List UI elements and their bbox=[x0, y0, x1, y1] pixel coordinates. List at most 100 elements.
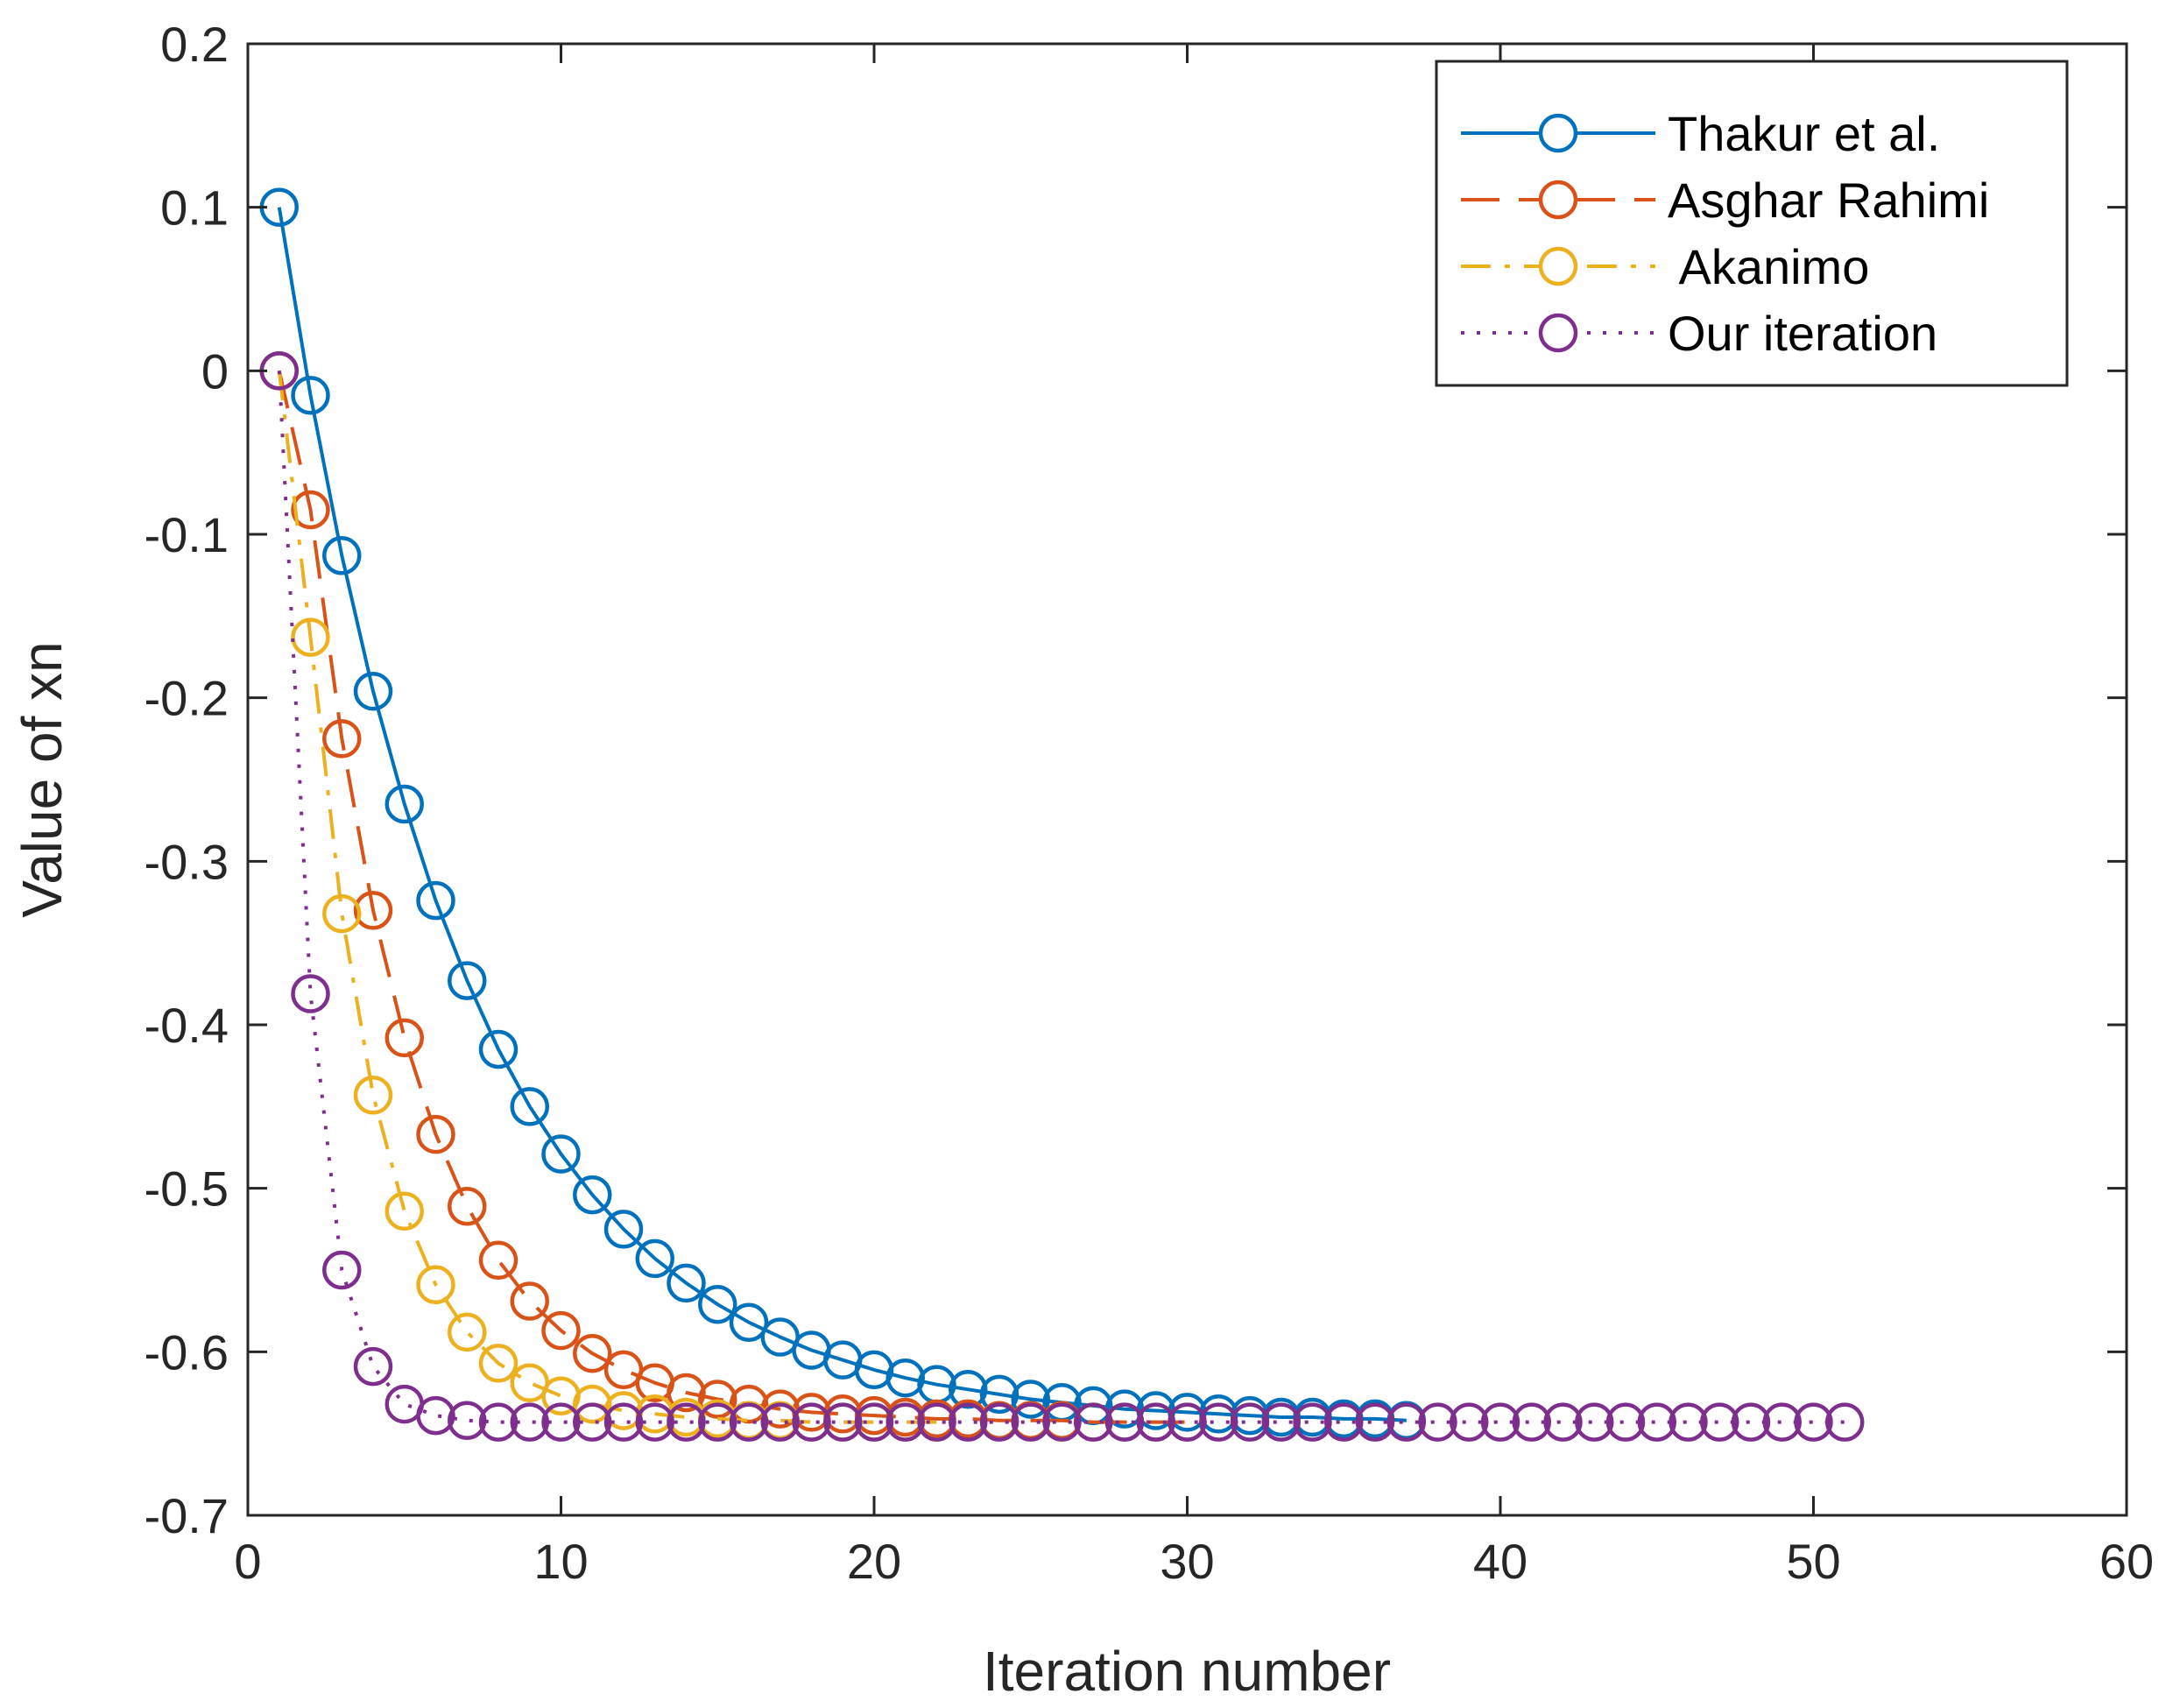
data-point-asghar-rahimi bbox=[322, 719, 362, 759]
data-point-asghar-rahimi bbox=[667, 1373, 706, 1413]
data-point-our-iteration bbox=[1386, 1402, 1426, 1442]
data-point-our-iteration bbox=[573, 1402, 612, 1442]
data-point-our-iteration bbox=[353, 1346, 393, 1387]
data-point-our-iteration bbox=[917, 1402, 956, 1442]
data-point-our-iteration bbox=[1074, 1402, 1113, 1442]
data-point-our-iteration bbox=[1512, 1402, 1551, 1442]
y-tick-label: -0.7 bbox=[145, 1488, 229, 1543]
data-point-our-iteration bbox=[823, 1402, 863, 1442]
y-axis-label: Value of xn bbox=[11, 641, 74, 917]
data-point-thakur-et-al bbox=[385, 784, 424, 824]
data-point-our-iteration bbox=[792, 1402, 831, 1442]
data-point-asghar-rahimi bbox=[573, 1333, 612, 1373]
data-point-our-iteration bbox=[1324, 1402, 1364, 1442]
legend-label-asghar-rahimi: Asghar Rahimi bbox=[1668, 173, 1989, 228]
data-point-our-iteration bbox=[1230, 1402, 1270, 1442]
data-point-our-iteration bbox=[854, 1402, 894, 1442]
data-point-asghar-rahimi bbox=[416, 1114, 455, 1154]
data-point-our-iteration bbox=[1825, 1402, 1865, 1442]
data-point-akanimo bbox=[573, 1384, 612, 1424]
data-point-our-iteration bbox=[1136, 1402, 1175, 1442]
data-point-our-iteration bbox=[510, 1402, 549, 1442]
tick-layer: 0 10 20 30 40 50 60 0.2 0.1 0 -0.1 -0.2 -0.3 -0.4 -0.5… bbox=[145, 17, 2155, 1589]
data-point-thakur-et-al bbox=[510, 1087, 549, 1126]
data-point-thakur-et-al bbox=[635, 1239, 674, 1279]
data-point-asghar-rahimi bbox=[510, 1281, 549, 1321]
legend-marker-our-iteration bbox=[1538, 313, 1578, 353]
data-point-akanimo bbox=[291, 618, 330, 657]
data-point-our-iteration bbox=[448, 1401, 487, 1440]
data-point-thakur-et-al bbox=[603, 1210, 644, 1249]
y-tick-label: -0.2 bbox=[145, 671, 229, 726]
legend-entry-our-iteration: Our iteration bbox=[1461, 306, 1937, 361]
data-point-thakur-et-al bbox=[448, 961, 487, 1000]
data-point-thakur-et-al bbox=[291, 376, 330, 415]
data-point-akanimo bbox=[353, 1076, 393, 1115]
data-point-asghar-rahimi bbox=[729, 1384, 769, 1424]
data-point-our-iteration bbox=[1700, 1402, 1739, 1442]
y-tick-label: -0.3 bbox=[145, 834, 229, 889]
data-point-our-iteration bbox=[291, 974, 330, 1013]
y-tick-label: 0 bbox=[201, 343, 229, 399]
x-tick-label: 50 bbox=[1786, 1534, 1840, 1589]
legend-entry-akanimo: Akanimo bbox=[1461, 239, 1869, 294]
data-point-asghar-rahimi bbox=[448, 1186, 487, 1226]
series-our-iteration bbox=[259, 351, 1865, 1442]
data-point-our-iteration bbox=[1575, 1402, 1614, 1442]
data-point-our-iteration bbox=[1450, 1402, 1489, 1442]
y-tick-label: -0.4 bbox=[145, 998, 229, 1053]
data-point-our-iteration bbox=[698, 1402, 737, 1442]
data-point-our-iteration bbox=[635, 1402, 674, 1442]
legend-marker-akanimo bbox=[1538, 246, 1578, 286]
legend-entry-asghar-rahimi: Asghar Rahimi bbox=[1461, 173, 1989, 228]
data-point-our-iteration bbox=[1669, 1402, 1708, 1442]
series-thakur-et-al bbox=[259, 187, 1426, 1440]
x-tick-label: 60 bbox=[2099, 1534, 2154, 1589]
data-point-our-iteration bbox=[1794, 1402, 1833, 1442]
y-tick-label: -0.6 bbox=[145, 1324, 229, 1380]
data-point-our-iteration bbox=[979, 1402, 1019, 1442]
data-point-thakur-et-al bbox=[1011, 1380, 1050, 1419]
data-point-our-iteration bbox=[541, 1402, 581, 1442]
data-point-akanimo bbox=[448, 1312, 487, 1352]
data-point-thakur-et-al bbox=[541, 1134, 581, 1174]
data-point-our-iteration bbox=[1418, 1402, 1457, 1442]
data-point-thakur-et-al bbox=[698, 1284, 737, 1324]
data-point-our-iteration bbox=[667, 1402, 706, 1442]
data-point-our-iteration bbox=[1199, 1402, 1238, 1442]
data-point-our-iteration bbox=[1637, 1402, 1676, 1442]
series-line-thakur-et-al bbox=[277, 207, 1407, 1422]
data-point-thakur-et-al bbox=[979, 1374, 1019, 1415]
data-point-akanimo bbox=[478, 1344, 519, 1383]
data-point-our-iteration bbox=[416, 1395, 455, 1436]
data-point-thakur-et-al bbox=[416, 880, 455, 921]
data-point-our-iteration bbox=[1762, 1402, 1802, 1442]
data-point-our-iteration bbox=[1104, 1402, 1145, 1442]
data-point-asghar-rahimi bbox=[353, 891, 393, 930]
x-tick-label: 0 bbox=[234, 1534, 261, 1589]
y-tick-label: -0.5 bbox=[145, 1161, 229, 1217]
y-tick-label: -0.1 bbox=[145, 507, 229, 562]
data-point-thakur-et-al bbox=[353, 671, 393, 711]
x-tick-label: 20 bbox=[847, 1534, 901, 1589]
data-point-thakur-et-al bbox=[885, 1358, 925, 1398]
data-point-akanimo bbox=[385, 1191, 424, 1232]
data-point-our-iteration bbox=[1355, 1402, 1395, 1442]
data-point-asghar-rahimi bbox=[478, 1240, 519, 1281]
legend: Thakur et al. Asghar Rahimi Akanimo Our it… bbox=[1435, 60, 2069, 387]
data-point-thakur-et-al bbox=[573, 1175, 612, 1215]
data-point-our-iteration bbox=[322, 1250, 362, 1290]
data-point-thakur-et-al bbox=[667, 1263, 706, 1303]
legend-entry-thakur-et-al: Thakur et al. bbox=[1461, 106, 1940, 161]
data-point-asghar-rahimi bbox=[541, 1310, 581, 1351]
x-axis-label: Iteration number bbox=[983, 1640, 1391, 1703]
data-point-asghar-rahimi bbox=[291, 490, 330, 530]
data-point-akanimo bbox=[416, 1265, 455, 1305]
legend-marker-asghar-rahimi bbox=[1538, 180, 1578, 220]
data-point-our-iteration bbox=[1293, 1402, 1332, 1442]
data-point-our-iteration bbox=[1261, 1402, 1301, 1442]
x-tick-label: 10 bbox=[533, 1534, 588, 1589]
legend-marker-thakur-et-al bbox=[1538, 113, 1578, 153]
data-point-asghar-rahimi bbox=[385, 1018, 424, 1058]
data-point-our-iteration bbox=[603, 1402, 644, 1442]
